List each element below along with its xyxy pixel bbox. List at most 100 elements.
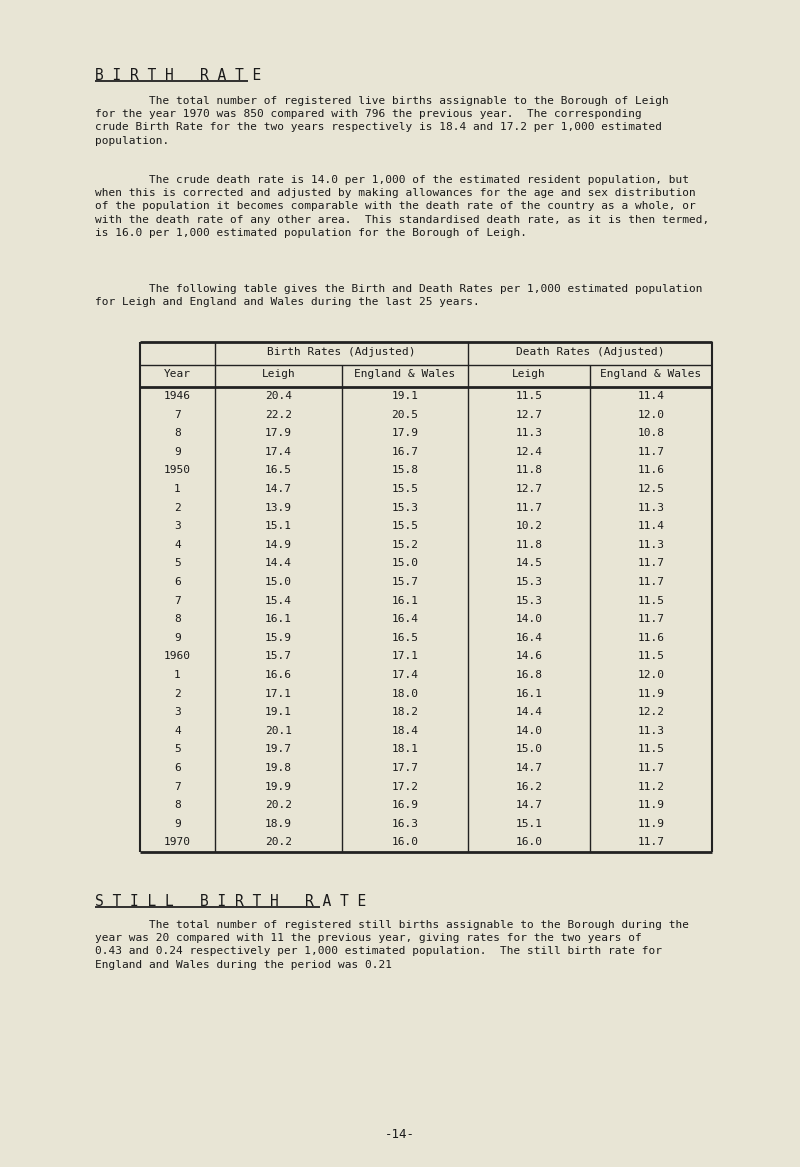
Text: 17.2: 17.2 bbox=[391, 782, 418, 791]
Text: 11.5: 11.5 bbox=[638, 745, 665, 754]
Text: 11.3: 11.3 bbox=[638, 503, 665, 512]
Text: 12.0: 12.0 bbox=[638, 410, 665, 420]
Text: 11.9: 11.9 bbox=[638, 689, 665, 699]
Text: 15.0: 15.0 bbox=[391, 558, 418, 568]
Text: The crude death rate is 14.0 per 1,000 of the estimated resident population, but: The crude death rate is 14.0 per 1,000 o… bbox=[95, 175, 710, 238]
Text: 18.4: 18.4 bbox=[391, 726, 418, 736]
Text: 15.4: 15.4 bbox=[265, 595, 292, 606]
Text: 15.3: 15.3 bbox=[391, 503, 418, 512]
Text: The following table gives the Birth and Death Rates per 1,000 estimated populati: The following table gives the Birth and … bbox=[95, 284, 702, 307]
Text: Leigh: Leigh bbox=[512, 369, 546, 379]
Text: 20.2: 20.2 bbox=[265, 838, 292, 847]
Text: 11.5: 11.5 bbox=[515, 391, 542, 401]
Text: 17.4: 17.4 bbox=[265, 447, 292, 456]
Text: 14.0: 14.0 bbox=[515, 614, 542, 624]
Text: 13.9: 13.9 bbox=[265, 503, 292, 512]
Text: 11.7: 11.7 bbox=[638, 763, 665, 773]
Text: 17.7: 17.7 bbox=[391, 763, 418, 773]
Text: 16.0: 16.0 bbox=[515, 838, 542, 847]
Text: 19.9: 19.9 bbox=[265, 782, 292, 791]
Text: 15.3: 15.3 bbox=[515, 595, 542, 606]
Text: 14.7: 14.7 bbox=[515, 763, 542, 773]
Text: 14.7: 14.7 bbox=[265, 484, 292, 494]
Text: 15.5: 15.5 bbox=[391, 484, 418, 494]
Text: S T I L L   B I R T H   R A T E: S T I L L B I R T H R A T E bbox=[95, 894, 366, 909]
Text: 1960: 1960 bbox=[164, 651, 191, 662]
Text: 15.9: 15.9 bbox=[265, 633, 292, 643]
Text: England & Wales: England & Wales bbox=[354, 369, 456, 379]
Text: 14.0: 14.0 bbox=[515, 726, 542, 736]
Text: 9: 9 bbox=[174, 447, 181, 456]
Text: 19.1: 19.1 bbox=[265, 707, 292, 718]
Text: 18.2: 18.2 bbox=[391, 707, 418, 718]
Text: 1: 1 bbox=[174, 670, 181, 680]
Text: 8: 8 bbox=[174, 428, 181, 438]
Text: 17.9: 17.9 bbox=[391, 428, 418, 438]
Text: 5: 5 bbox=[174, 558, 181, 568]
Text: -14-: -14- bbox=[385, 1128, 415, 1141]
Text: 11.9: 11.9 bbox=[638, 819, 665, 829]
Text: 9: 9 bbox=[174, 819, 181, 829]
Text: 18.9: 18.9 bbox=[265, 819, 292, 829]
Text: 11.6: 11.6 bbox=[638, 633, 665, 643]
Text: Leigh: Leigh bbox=[262, 369, 295, 379]
Text: 11.8: 11.8 bbox=[515, 466, 542, 475]
Text: England & Wales: England & Wales bbox=[600, 369, 702, 379]
Text: 17.1: 17.1 bbox=[391, 651, 418, 662]
Text: 16.0: 16.0 bbox=[391, 838, 418, 847]
Text: 12.5: 12.5 bbox=[638, 484, 665, 494]
Text: 11.5: 11.5 bbox=[638, 595, 665, 606]
Text: 11.4: 11.4 bbox=[638, 522, 665, 531]
Text: 11.7: 11.7 bbox=[638, 576, 665, 587]
Text: 19.7: 19.7 bbox=[265, 745, 292, 754]
Text: 16.4: 16.4 bbox=[515, 633, 542, 643]
Text: 1946: 1946 bbox=[164, 391, 191, 401]
Text: 15.5: 15.5 bbox=[391, 522, 418, 531]
Text: 18.0: 18.0 bbox=[391, 689, 418, 699]
Text: 17.4: 17.4 bbox=[391, 670, 418, 680]
Text: 16.9: 16.9 bbox=[391, 801, 418, 810]
Text: 7: 7 bbox=[174, 595, 181, 606]
Text: 11.7: 11.7 bbox=[515, 503, 542, 512]
Text: 16.7: 16.7 bbox=[391, 447, 418, 456]
Text: B I R T H   R A T E: B I R T H R A T E bbox=[95, 68, 262, 83]
Text: 9: 9 bbox=[174, 633, 181, 643]
Text: 8: 8 bbox=[174, 801, 181, 810]
Text: 17.9: 17.9 bbox=[265, 428, 292, 438]
Text: 15.7: 15.7 bbox=[265, 651, 292, 662]
Text: 16.1: 16.1 bbox=[265, 614, 292, 624]
Text: 11.3: 11.3 bbox=[638, 540, 665, 550]
Text: 1: 1 bbox=[174, 484, 181, 494]
Text: 2: 2 bbox=[174, 689, 181, 699]
Text: 14.9: 14.9 bbox=[265, 540, 292, 550]
Text: 12.2: 12.2 bbox=[638, 707, 665, 718]
Text: The total number of registered live births assignable to the Borough of Leigh
fo: The total number of registered live birt… bbox=[95, 96, 669, 146]
Text: 11.7: 11.7 bbox=[638, 558, 665, 568]
Text: 15.3: 15.3 bbox=[515, 576, 542, 587]
Text: 11.5: 11.5 bbox=[638, 651, 665, 662]
Text: Year: Year bbox=[164, 369, 191, 379]
Text: 15.8: 15.8 bbox=[391, 466, 418, 475]
Text: 18.1: 18.1 bbox=[391, 745, 418, 754]
Text: 11.9: 11.9 bbox=[638, 801, 665, 810]
Text: Birth Rates (Adjusted): Birth Rates (Adjusted) bbox=[267, 347, 416, 357]
Text: 11.4: 11.4 bbox=[638, 391, 665, 401]
Text: 11.6: 11.6 bbox=[638, 466, 665, 475]
Text: 3: 3 bbox=[174, 707, 181, 718]
Text: 8: 8 bbox=[174, 614, 181, 624]
Text: 16.2: 16.2 bbox=[515, 782, 542, 791]
Text: 12.0: 12.0 bbox=[638, 670, 665, 680]
Text: 20.4: 20.4 bbox=[265, 391, 292, 401]
Text: 15.7: 15.7 bbox=[391, 576, 418, 587]
Text: 12.4: 12.4 bbox=[515, 447, 542, 456]
Text: 16.5: 16.5 bbox=[265, 466, 292, 475]
Text: 15.2: 15.2 bbox=[391, 540, 418, 550]
Text: 4: 4 bbox=[174, 726, 181, 736]
Text: 15.1: 15.1 bbox=[265, 522, 292, 531]
Text: 2: 2 bbox=[174, 503, 181, 512]
Text: 14.4: 14.4 bbox=[265, 558, 292, 568]
Text: 19.1: 19.1 bbox=[391, 391, 418, 401]
Text: 15.0: 15.0 bbox=[515, 745, 542, 754]
Text: 11.3: 11.3 bbox=[638, 726, 665, 736]
Text: 17.1: 17.1 bbox=[265, 689, 292, 699]
